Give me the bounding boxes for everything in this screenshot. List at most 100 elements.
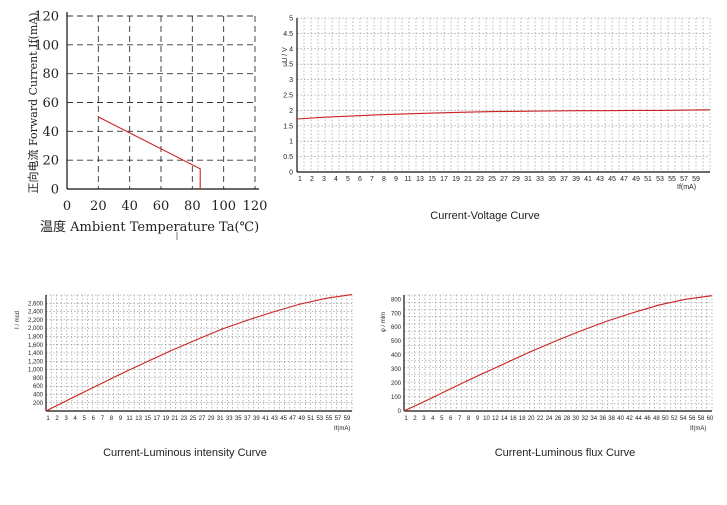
- chart1-ytick-label: 20: [42, 154, 59, 169]
- chart4-ytick-label: 100: [391, 395, 402, 401]
- chart2-xtick-label: 41: [584, 176, 592, 183]
- chart4-xtick-label: 50: [662, 416, 669, 422]
- chart4-xtick-label: 9: [476, 416, 480, 422]
- chart1-ytick-label: 120: [34, 10, 59, 25]
- chart2-ytick-label: 2.5: [283, 92, 293, 99]
- chart3-xtick-label: 47: [289, 416, 296, 422]
- chart2-xtick-label: 11: [404, 176, 411, 183]
- chart2-xtick-label: 29: [512, 176, 520, 183]
- chart4-xtick-label: 34: [590, 416, 597, 422]
- chart4-ytick-label: 200: [391, 381, 402, 387]
- chart2-xtick-label: 51: [644, 176, 652, 183]
- chart3-xtick-label: 33: [226, 416, 233, 422]
- chart4-ytick-label: 600: [391, 325, 402, 331]
- chart1-ytick-label: 80: [42, 67, 59, 82]
- chart3-xtick-label: 7: [101, 416, 105, 422]
- chart2-x-axis-label: If(mA): [677, 184, 696, 191]
- chart4-xtick-label: 44: [635, 416, 642, 422]
- chart3-ytick-label: 1,600: [28, 343, 44, 349]
- chart4-xtick-label: 46: [644, 416, 651, 422]
- chart4-xtick-label: 52: [671, 416, 678, 422]
- chart3-ytick-label: 1,400: [28, 351, 44, 357]
- chart2-ytick-label: 0.5: [283, 154, 293, 161]
- chart3-xtick-label: 25: [190, 416, 197, 422]
- chart4-xtick-label: 48: [653, 416, 660, 422]
- chart3-xtick-label: 19: [162, 416, 169, 422]
- chart4-ytick-label: 300: [391, 367, 402, 373]
- chart4-xtick-label: 38: [608, 416, 615, 422]
- chart3-xtick-label: 41: [262, 416, 269, 422]
- chart2-xtick-label: 47: [620, 176, 628, 183]
- chart3-xtick-label: 53: [316, 416, 323, 422]
- chart2-xtick-label: 7: [370, 176, 374, 183]
- chart2-xtick-label: 3: [322, 176, 326, 183]
- chart3-xtick-label: 45: [280, 416, 287, 422]
- chart2-xtick-label: 37: [560, 176, 568, 183]
- chart4-xtick-label: 22: [537, 416, 544, 422]
- chart2-xtick-label: 15: [428, 176, 436, 183]
- chart1-xtick-label: 40: [121, 199, 138, 214]
- chart3-ytick-label: 600: [33, 384, 44, 390]
- chart4-xtick-label: 26: [555, 416, 562, 422]
- chart3-xtick-label: 49: [298, 416, 305, 422]
- chart3-xtick-label: 59: [344, 416, 351, 422]
- chart2-xtick-label: 21: [464, 176, 472, 183]
- chart2-xtick-label: 49: [632, 176, 640, 183]
- chart4-xtick-label: 42: [626, 416, 633, 422]
- chart3-series-line: [45, 294, 353, 412]
- chart2-caption: Current-Voltage Curve: [430, 210, 540, 222]
- chart1-ytick-label: 60: [42, 96, 59, 111]
- chart4-xtick-label: 10: [483, 416, 490, 422]
- chart4-xtick-label: 56: [689, 416, 696, 422]
- chart3-caption: Current-Luminous intensity Curve: [103, 447, 267, 459]
- chart4-y-axis-label: φ / mlm: [381, 312, 387, 332]
- chart2-xtick-label: 13: [416, 176, 424, 183]
- chart2-xtick-label: 39: [572, 176, 580, 183]
- chart3-xtick-label: 17: [153, 416, 160, 422]
- chart2-series-line: [296, 109, 711, 120]
- chart1-xtick-label: 100: [211, 199, 236, 214]
- chart3-xtick-label: 8: [110, 416, 114, 422]
- chart2-xtick-label: 59: [692, 176, 700, 183]
- chart4-xtick-label: 20: [528, 416, 535, 422]
- chart1-xtick-label: 60: [153, 199, 170, 214]
- chart2-xtick-label: 8: [382, 176, 386, 183]
- chart4-ytick-label: 500: [391, 339, 402, 345]
- chart3-xtick-label: 55: [326, 416, 333, 422]
- chart3-xtick-label: 39: [253, 416, 260, 422]
- chart3-xtick-label: 5: [83, 416, 87, 422]
- chart3-xtick-label: 13: [135, 416, 142, 422]
- chart3-xtick-label: 3: [64, 416, 68, 422]
- chart3-xtick-label: 31: [217, 416, 224, 422]
- chart4-ytick-label: 800: [391, 297, 402, 303]
- chart2-xtick-label: 43: [596, 176, 604, 183]
- chart3-xtick-label: 11: [126, 416, 133, 422]
- chart2-xtick-label: 31: [524, 176, 532, 183]
- chart3-ytick-label: 800: [33, 376, 44, 382]
- chart1-xtick-label: 20: [90, 199, 107, 214]
- chart4-xtick-label: 3: [422, 416, 426, 422]
- chart2-ytick-label: 1: [289, 139, 293, 146]
- chart2-ytick-label: 0: [289, 169, 293, 176]
- chart2-xtick-label: 9: [394, 176, 398, 183]
- chart2-xtick-label: 45: [608, 176, 616, 183]
- chart2-xtick-label: 57: [680, 176, 688, 183]
- chart3-ytick-label: 2,000: [28, 326, 44, 332]
- chart4-xtick-label: 30: [573, 416, 580, 422]
- chart2-ytick-label: 2: [289, 108, 293, 115]
- chart1-xtick-label: 80: [184, 199, 201, 214]
- chart4-xtick-label: 6: [449, 416, 453, 422]
- chart3-xtick-label: 15: [144, 416, 151, 422]
- chart4-ytick-label: 400: [391, 353, 402, 359]
- chart4-xtick-label: 12: [492, 416, 499, 422]
- chart2-xtick-label: 23: [476, 176, 484, 183]
- chart2-ytick-label: 4.5: [283, 31, 293, 38]
- chart3-xtick-label: 51: [307, 416, 314, 422]
- chart3-x-axis-label: If(mA): [334, 426, 350, 432]
- chart2-xtick-label: 17: [440, 176, 448, 183]
- chart4-ytick-label: 0: [398, 409, 402, 415]
- chart2-ytick-label: 3: [289, 77, 293, 84]
- chart4-xtick-label: 60: [707, 416, 714, 422]
- chart2-ytick-label: 4: [289, 46, 293, 53]
- chart3-xtick-label: 35: [235, 416, 242, 422]
